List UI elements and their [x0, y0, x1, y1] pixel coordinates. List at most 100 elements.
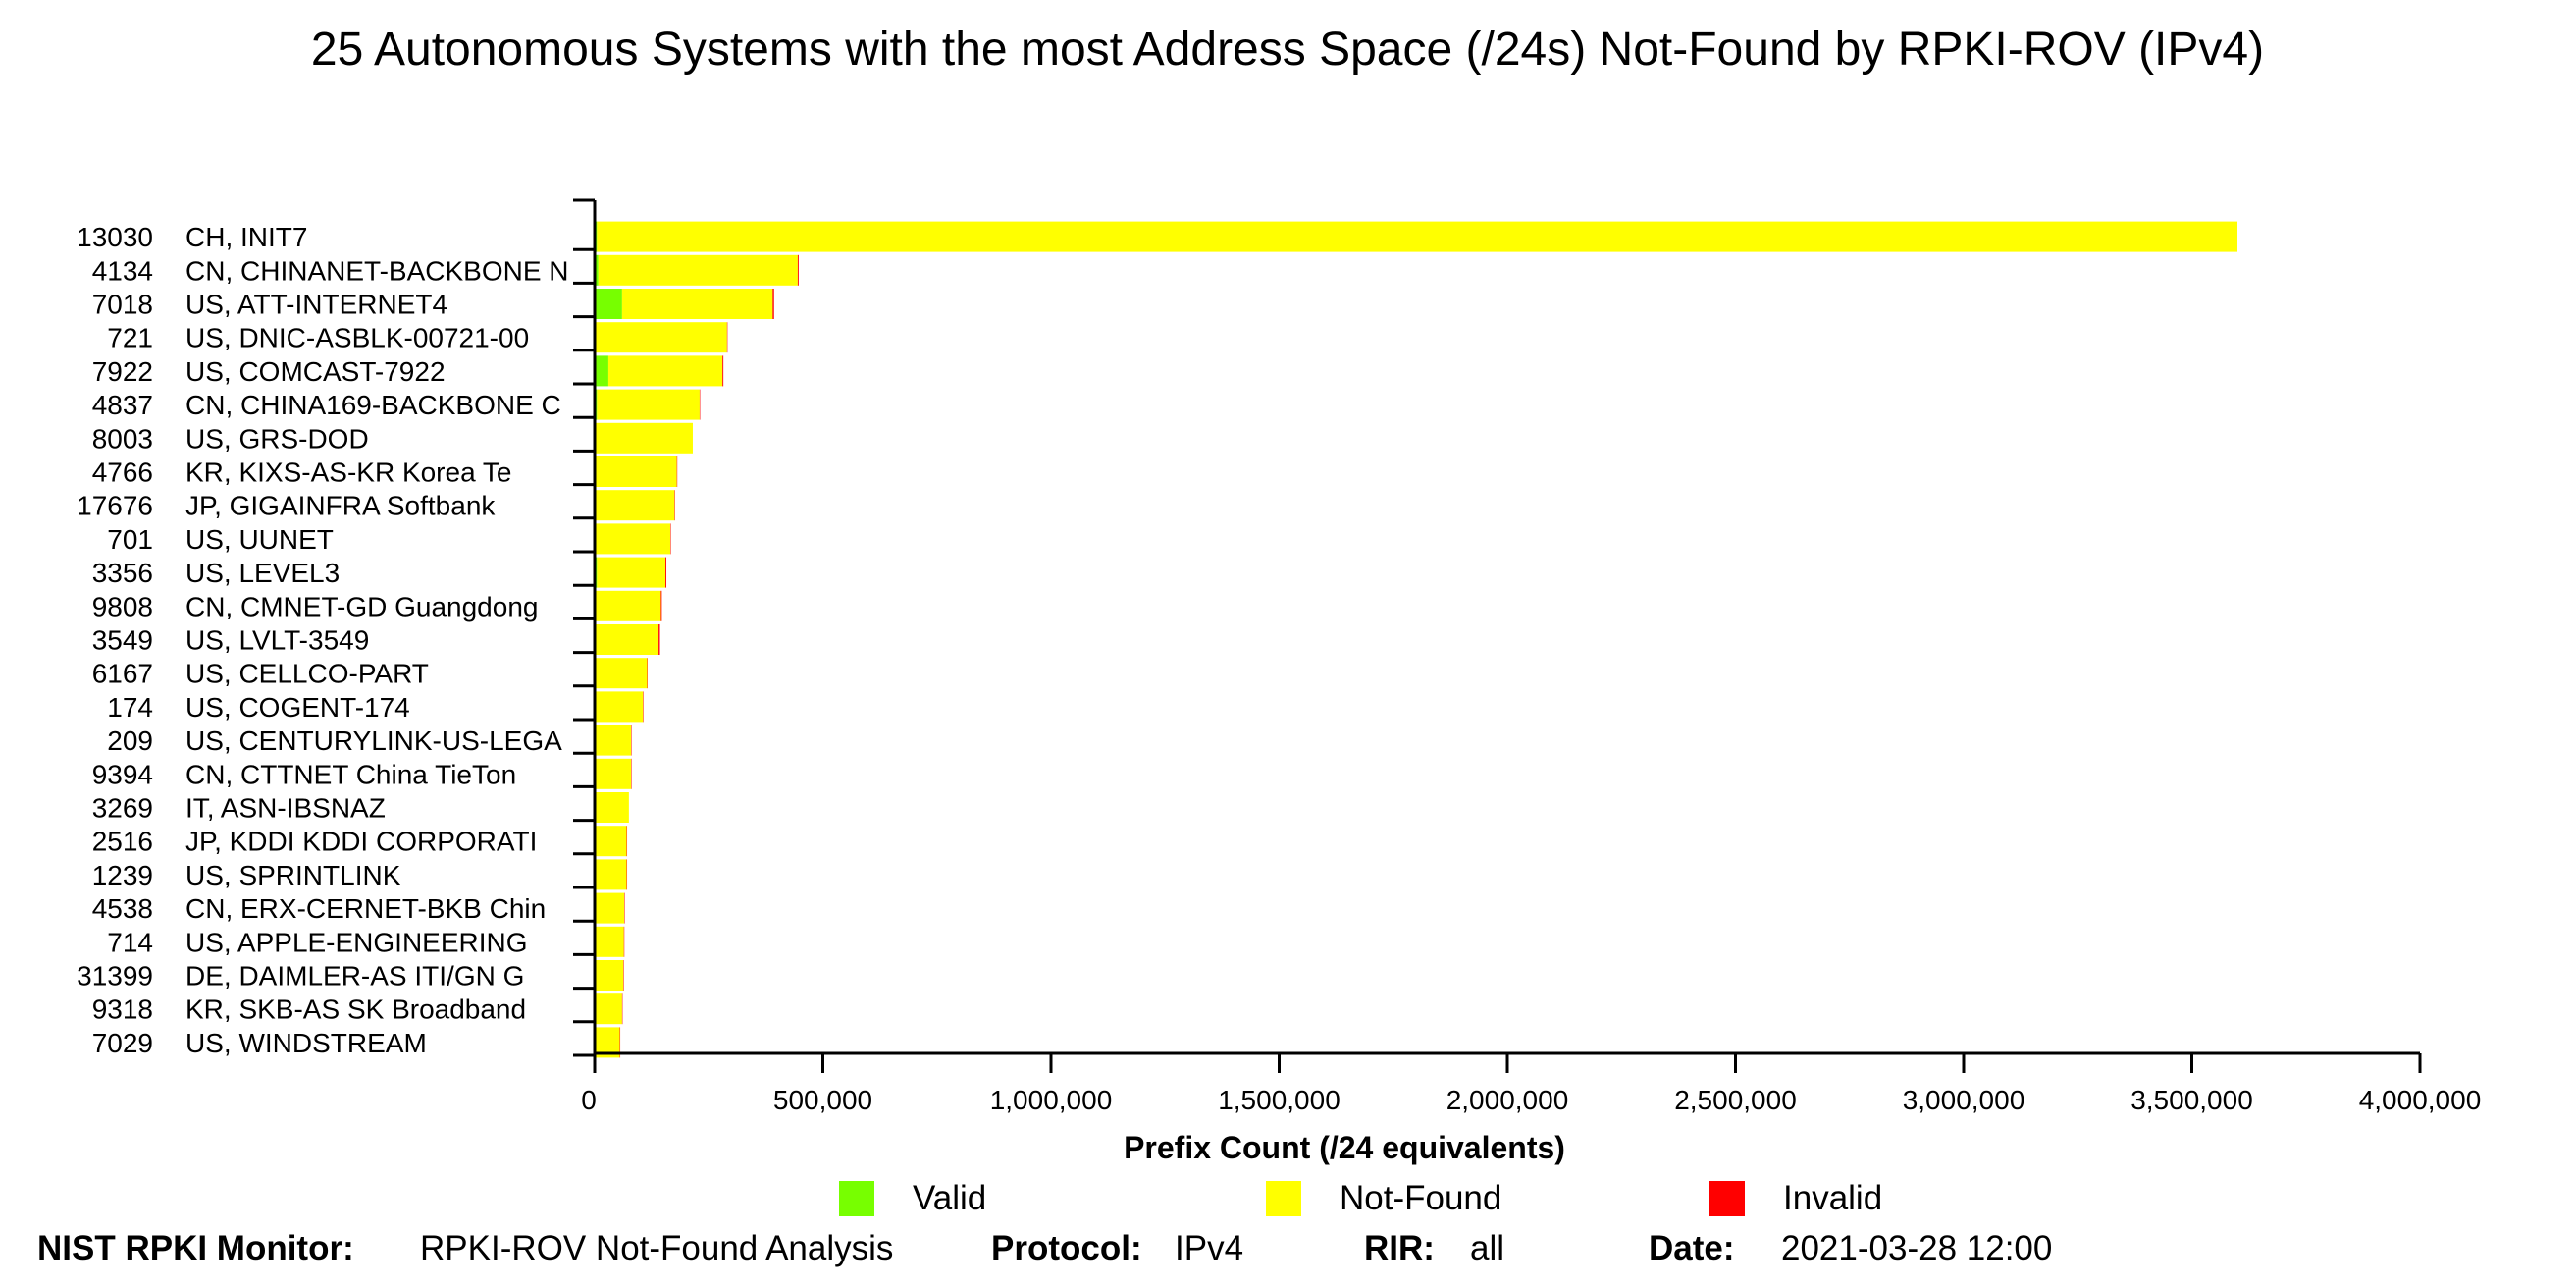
legend-swatch: [1266, 1181, 1301, 1216]
bar-invalid: [772, 289, 774, 319]
as-name-label: JP, KDDI KDDI CORPORATI: [185, 827, 537, 857]
as-name-label: DE, DAIMLER-AS ITI/GN G: [185, 961, 524, 992]
as-name-label: US, ATT-INTERNET4: [185, 290, 447, 320]
bar-not-found: [596, 523, 671, 555]
x-tick-label: 3,000,000: [1903, 1085, 2025, 1115]
x-tick-label: 1,500,000: [1218, 1085, 1341, 1115]
bar-not-found: [597, 389, 700, 420]
x-tick-label: 1,000,000: [990, 1085, 1113, 1115]
as-name-label: CN, CMNET-GD Guangdong: [185, 591, 538, 621]
x-axis-label: Prefix Count (/24 equivalents): [1124, 1130, 1565, 1165]
as-name-label: KR, KIXS-AS-KR Korea Te: [185, 457, 512, 488]
bar-valid: [595, 289, 622, 319]
as-name-label: CN, CHINA169-BACKBONE C: [185, 390, 561, 420]
rir-label: RIR:: [1364, 1229, 1435, 1267]
asn-label: 3269: [92, 793, 153, 824]
as-name-label: US, DNIC-ASBLK-00721-00: [185, 323, 529, 353]
bar-not-found: [596, 624, 659, 655]
rir-value: all: [1470, 1229, 1505, 1267]
x-tick-label: 3,500,000: [2130, 1085, 2253, 1115]
as-name-label: US, CELLCO-PART: [185, 659, 429, 689]
x-tick-label: 0: [581, 1085, 597, 1115]
chart: 25 Autonomous Systems with the most Addr…: [77, 24, 2482, 1217]
bar-not-found: [595, 826, 627, 857]
asn-label: 9808: [92, 591, 153, 621]
as-name-label: CN, CTTNET China TieTon: [185, 759, 516, 789]
asn-label: 1239: [92, 860, 153, 890]
as-name-label: US, COGENT-174: [185, 692, 410, 723]
bar-not-found: [595, 691, 644, 723]
legend-label: Not-Found: [1340, 1179, 1501, 1217]
as-name-label: JP, GIGAINFRA Softbank: [185, 491, 496, 521]
as-name-label: KR, SKB-AS SK Broadband: [185, 994, 526, 1025]
bar-invalid: [658, 624, 660, 655]
asn-label: 209: [107, 725, 153, 756]
as-name-label: US, APPLE-ENGINEERING: [185, 927, 528, 957]
bar-not-found: [607, 355, 723, 387]
legend-swatch: [1709, 1181, 1745, 1216]
as-name-label: CN, CHINANET-BACKBONE N: [185, 255, 569, 286]
asn-label: 701: [107, 524, 153, 555]
as-name-label: US, CENTURYLINK-US-LEGA: [185, 725, 562, 756]
x-tick-label: 2,500,000: [1674, 1085, 1797, 1115]
asn-label: 7018: [92, 290, 153, 320]
legend-swatch: [839, 1181, 874, 1216]
bar-valid: [595, 254, 599, 286]
asn-label: 714: [107, 927, 153, 957]
asn-label: 3356: [92, 558, 153, 588]
as-name-label: US, UUNET: [185, 524, 334, 555]
bar-invalid: [722, 355, 724, 387]
x-tick-label: 500,000: [773, 1085, 872, 1115]
bar-not-found: [595, 590, 661, 621]
as-name-label: US, WINDSTREAM: [185, 1028, 427, 1058]
legend: Valid Not-Found Invalid: [839, 1179, 1882, 1217]
bar-not-found: [595, 758, 632, 789]
asn-label: 4766: [92, 457, 153, 488]
bar-valid: [595, 355, 608, 387]
bar-not-found: [595, 422, 693, 454]
chart-title: 25 Autonomous Systems with the most Addr…: [311, 24, 2264, 76]
as-name-label: CH, INIT7: [185, 222, 307, 252]
asn-label: 6167: [92, 659, 153, 689]
bar-not-found: [595, 724, 632, 756]
bar-not-found: [595, 792, 629, 823]
bar-not-found: [621, 289, 773, 319]
asn-label: 8003: [92, 423, 153, 454]
legend-label: Valid: [913, 1179, 986, 1217]
bar-not-found: [595, 960, 624, 991]
bar-not-found: [595, 993, 622, 1025]
asn-label: 721: [107, 323, 153, 353]
x-tick-label: 2,000,000: [1446, 1085, 1569, 1115]
protocol-label: Protocol:: [991, 1229, 1142, 1267]
as-name-label: CN, ERX-CERNET-BKB Chin: [185, 893, 546, 924]
asn-label: 9394: [92, 759, 153, 789]
asn-label: 31399: [77, 961, 153, 992]
bar-not-found: [597, 221, 2238, 252]
protocol-value: IPv4: [1175, 1229, 1244, 1267]
asn-label: 4134: [92, 255, 153, 286]
asn-label: 7922: [92, 356, 153, 387]
bar-not-found: [598, 254, 798, 286]
asn-label: 7029: [92, 1028, 153, 1058]
x-tick-label: 4,000,000: [2359, 1085, 2482, 1115]
footer: NIST RPKI Monitor: RPKI-ROV Not-Found An…: [0, 1229, 2576, 1278]
bar-not-found: [596, 456, 677, 487]
as-name-label: US, GRS-DOD: [185, 423, 369, 454]
bar-not-found: [595, 926, 624, 957]
legend-label: Invalid: [1783, 1179, 1882, 1217]
asn-label: 3549: [92, 625, 153, 656]
date-value: 2021-03-28 12:00: [1781, 1229, 2053, 1267]
bars: [595, 221, 2238, 1058]
as-name-label: IT, ASN-IBSNAZ: [185, 793, 386, 824]
category-labels: 13030 CH, INIT7 4134 CN, CHINANET-BACKBONE …: [77, 222, 568, 1058]
bar-not-found: [595, 892, 625, 924]
bar-not-found: [595, 322, 727, 353]
as-name-label: US, LEVEL3: [185, 558, 340, 588]
as-name-label: US, SPRINTLINK: [185, 860, 401, 890]
bar-not-found: [595, 490, 675, 521]
bar-not-found: [596, 658, 648, 689]
bar-invalid: [797, 254, 799, 286]
asn-label: 4538: [92, 893, 153, 924]
asn-label: 174: [107, 692, 153, 723]
asn-label: 4837: [92, 390, 153, 420]
